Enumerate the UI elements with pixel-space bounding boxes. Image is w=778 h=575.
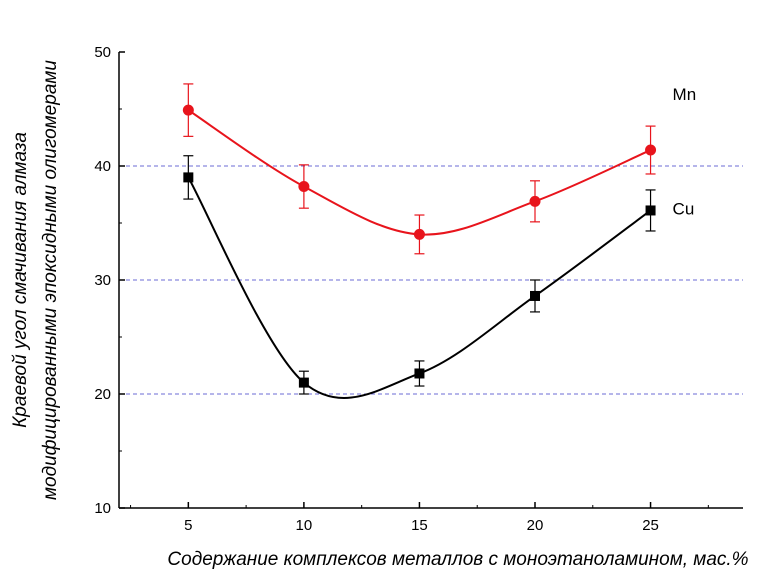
- series-cu: Cu: [183, 155, 695, 399]
- x-tick-label: 5: [184, 517, 192, 534]
- data-point-mn: [529, 195, 541, 207]
- data-point-cu: [183, 172, 194, 183]
- ticks: 10 20 30 40 50 5 10 15 20 25: [94, 44, 709, 534]
- data-point-cu: [298, 377, 309, 388]
- x-axis-title: Содержание комплексов металлов с моноэта…: [167, 549, 748, 570]
- x-tick-label: 25: [642, 517, 659, 534]
- x-tick-label: 20: [527, 517, 544, 534]
- data-point-mn: [298, 181, 310, 193]
- data-point-cu: [414, 368, 425, 379]
- x-tick-label: 10: [296, 517, 313, 534]
- data-point-cu: [645, 205, 656, 216]
- data-point-mn: [182, 104, 194, 116]
- y-tick-label: 30: [94, 272, 111, 289]
- data-point-cu: [530, 290, 540, 301]
- series-line-cu: [187, 176, 652, 399]
- series-label-mn: Mn: [673, 85, 697, 104]
- y-tick-label: 10: [94, 500, 111, 517]
- x-tick-label: 15: [411, 517, 428, 534]
- data-point-mn: [413, 228, 425, 240]
- series-layer: Mn Cu: [182, 83, 697, 399]
- y-axis-title-line-2: модифицированными эпоксидными олигомерам…: [40, 60, 61, 500]
- series-mn: Mn: [182, 83, 697, 255]
- grid-lines: [119, 165, 743, 395]
- y-tick-label: 50: [94, 44, 111, 61]
- series-label-cu: Cu: [673, 199, 695, 218]
- y-axis-title-line-1: Краевой угол смачивания алмаза: [10, 132, 31, 428]
- y-tick-label: 20: [94, 386, 111, 403]
- data-point-mn: [645, 144, 657, 156]
- y-tick-label: 40: [94, 158, 111, 175]
